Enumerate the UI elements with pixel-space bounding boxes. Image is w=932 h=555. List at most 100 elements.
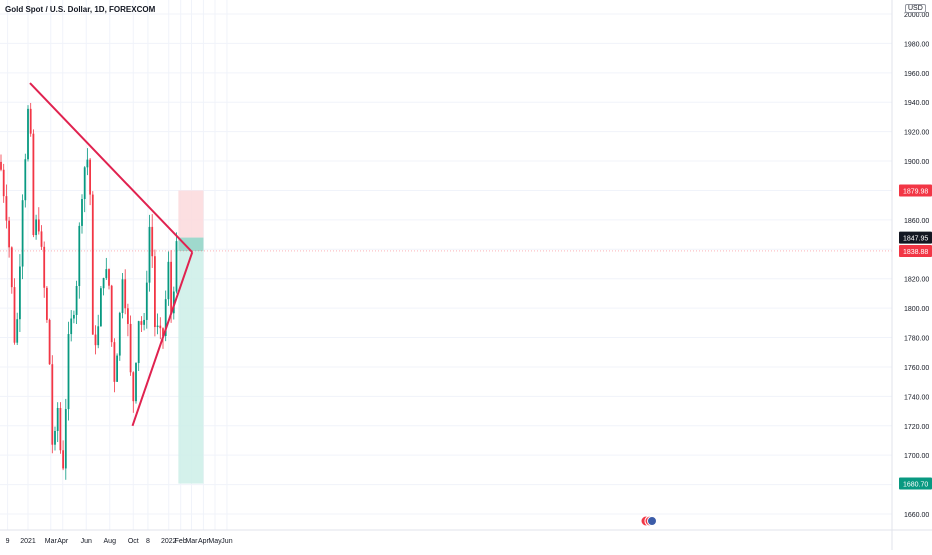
candle-body	[0, 161, 2, 170]
y-tick-label: 1700.00	[904, 453, 929, 460]
candle-body	[164, 299, 167, 336]
entry-band	[178, 237, 204, 251]
candle-body	[162, 328, 164, 336]
upper-trendline	[29, 82, 193, 253]
candle-body	[124, 279, 127, 309]
x-tick-label: Mar	[185, 538, 198, 545]
candle-body	[102, 278, 105, 289]
candle-body	[167, 261, 170, 300]
candle-body	[94, 334, 97, 346]
candle-body	[62, 450, 64, 469]
candle-body	[81, 199, 83, 226]
y-tick-label: 1900.00	[904, 159, 929, 166]
x-tick-label: 2021	[20, 538, 36, 545]
candle-body	[140, 321, 143, 325]
candle-body	[27, 108, 29, 160]
price-label-1838.88: 1838.88	[903, 249, 928, 256]
x-tick-label: Aug	[104, 538, 117, 545]
candle-body	[159, 325, 162, 329]
candle-body	[156, 325, 159, 328]
y-tick-label: 1800.00	[904, 306, 929, 313]
candle-body	[21, 200, 24, 267]
candle-body	[70, 318, 73, 335]
price-label-1879.98: 1879.98	[903, 189, 928, 196]
price-label-bg	[899, 244, 932, 257]
candle-body	[2, 169, 5, 197]
candles	[0, 102, 178, 480]
y-tick-label: 1720.00	[904, 424, 929, 431]
candle-body	[97, 326, 100, 346]
candle-body	[148, 226, 151, 283]
x-tick-label: Apr	[57, 538, 69, 545]
candle-body	[40, 231, 43, 247]
price-label-1680.70: 1680.70	[903, 482, 928, 489]
y-tick-label: 1980.00	[904, 41, 929, 48]
x-tick-label: 2022	[161, 538, 177, 545]
y-tick-label: 1940.00	[904, 100, 929, 107]
x-tick-label: May	[208, 538, 222, 545]
us-flag-events-icon[interactable]	[641, 515, 657, 527]
candle-body	[113, 342, 116, 382]
candle-body	[135, 363, 137, 402]
lower-trendline	[131, 251, 194, 427]
take-profit-zone	[178, 237, 204, 484]
candle-body	[121, 279, 124, 313]
candle-body	[29, 108, 32, 134]
y-tick-label: 1760.00	[904, 365, 929, 372]
candle-body	[143, 319, 145, 325]
x-tick-label: 9	[6, 538, 10, 545]
x-tick-label: Jun	[221, 538, 232, 545]
candle-body	[100, 288, 102, 327]
candle-body	[105, 269, 108, 279]
candle-body	[32, 133, 35, 236]
time-axis: Oct92021MarAprJunAugOct82022FebMarAprMay…	[0, 529, 932, 545]
candle-body	[91, 194, 94, 335]
candle-body	[83, 167, 86, 200]
x-tick-label: Jun	[81, 538, 92, 545]
candle-body	[129, 323, 132, 373]
candle-body	[16, 319, 19, 343]
price-axis-bg	[892, 0, 932, 530]
candle-body	[132, 372, 135, 402]
price-label-bg	[899, 231, 932, 244]
candle-body	[13, 287, 16, 343]
candle-body	[172, 291, 175, 314]
stop-loss-zone	[178, 190, 204, 238]
x-tick-label: Feb	[175, 538, 187, 545]
candle-body	[8, 220, 10, 248]
candle-body	[46, 287, 48, 320]
price-label-bg	[899, 184, 932, 197]
candle-body	[24, 159, 27, 201]
grid-lines	[0, 0, 892, 530]
y-tick-label: 1740.00	[904, 394, 929, 401]
candle-body	[118, 312, 121, 356]
candle-body	[127, 308, 129, 324]
candle-body	[51, 364, 54, 445]
candle-body	[154, 256, 156, 328]
y-tick-label: 2000.00	[904, 12, 929, 19]
candle-body	[67, 334, 70, 410]
price-axis: 1660.001680.001700.001720.001740.001760.…	[891, 0, 932, 550]
candle-body	[108, 269, 110, 286]
candle-body	[10, 247, 13, 288]
currency-badge[interactable]: USD	[905, 4, 926, 13]
y-tick-label: 1780.00	[904, 336, 929, 343]
candle-body	[56, 407, 59, 431]
y-tick-label: 1660.00	[904, 512, 929, 519]
x-tick-label: 8	[146, 538, 150, 545]
x-tick-label: Mar	[45, 538, 58, 545]
candle-body	[78, 225, 81, 287]
candle-body	[145, 282, 148, 320]
candle-body	[19, 266, 21, 320]
chart-symbol-title: Gold Spot / U.S. Dollar, 1D, FOREXCOM	[5, 5, 156, 14]
y-tick-label: 1960.00	[904, 71, 929, 78]
candle-body	[64, 409, 67, 469]
candle-body	[110, 285, 113, 343]
candle-body	[137, 321, 140, 364]
candle-body	[116, 355, 118, 382]
candle-body	[75, 286, 78, 315]
candle-body	[73, 314, 75, 319]
candle-body	[37, 219, 40, 232]
